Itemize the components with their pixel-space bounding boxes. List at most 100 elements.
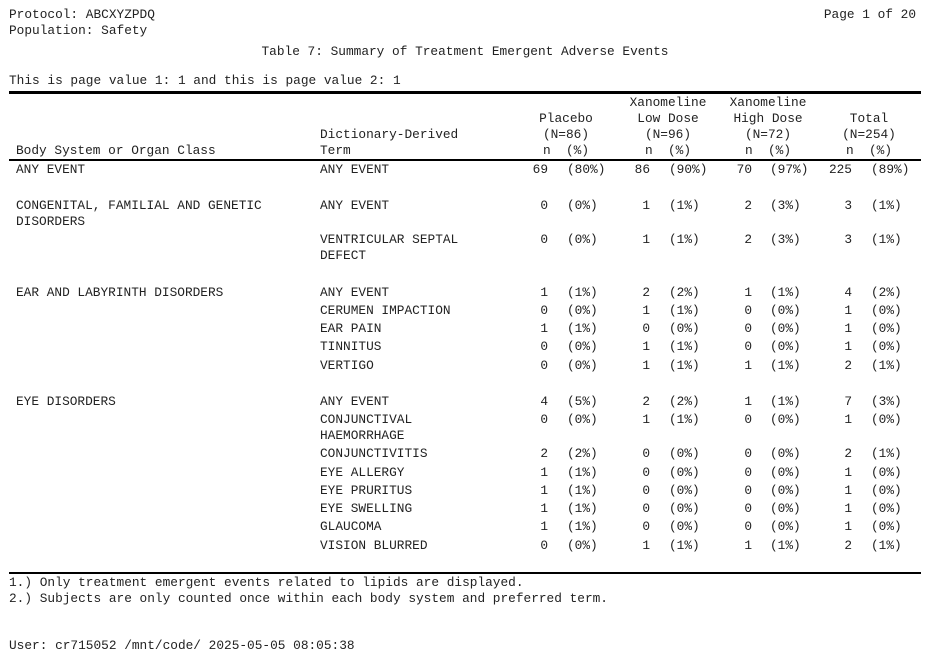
row-term-label: ANY EVENT: [320, 162, 390, 177]
row-cell-hp: (0%): [770, 339, 801, 354]
row-cell-tn: 3: [844, 232, 852, 247]
row-cell-lp: (1%): [669, 198, 700, 213]
row-term-label: TINNITUS: [320, 339, 382, 354]
row-cell-pp: (1%): [567, 285, 598, 300]
row-cell-lp: (2%): [669, 394, 700, 409]
term-header-line2: Term: [320, 143, 351, 158]
row-cell-ln: 0: [642, 446, 650, 461]
row-cell-pp: (1%): [567, 519, 598, 534]
row-term-label: EYE PRURITUS: [320, 483, 413, 498]
low-dose-header-dose: Low Dose: [637, 111, 699, 126]
row-cell-pp: (0%): [567, 232, 598, 247]
row-cell-hn: 0: [744, 501, 752, 516]
row-term-label: VENTRICULAR SEPTAL: [320, 232, 459, 247]
row-cell-hp: (0%): [770, 412, 801, 427]
total-header-n: (N=254): [842, 127, 896, 142]
footnote-2: 2.) Subjects are only counted once withi…: [9, 591, 608, 606]
row-cell-pn: 0: [540, 232, 548, 247]
row-cell-hn: 0: [744, 465, 752, 480]
row-term-label: ANY EVENT: [320, 285, 390, 300]
row-cell-lp: (0%): [669, 465, 700, 480]
row-cell-tp: (89%): [871, 162, 910, 177]
row-cell-ln: 1: [642, 538, 650, 553]
row-cell-hn: 1: [744, 285, 752, 300]
row-cell-tn: 1: [844, 412, 852, 427]
row-cell-tp: (2%): [871, 285, 902, 300]
row-term-label: EYE SWELLING: [320, 501, 413, 516]
row-cell-lp: (0%): [669, 483, 700, 498]
row-cell-pn: 0: [540, 198, 548, 213]
row-cell-lp: (90%): [669, 162, 708, 177]
high-dose-header-stat: n (%): [744, 143, 792, 158]
row-cell-ln: 1: [642, 412, 650, 427]
row-cell-hp: (1%): [770, 538, 801, 553]
row-cell-pn: 1: [540, 285, 548, 300]
row-cell-hn: 2: [744, 198, 752, 213]
total-header-name: Total: [849, 111, 889, 126]
high-dose-header-n: (N=72): [744, 127, 792, 142]
row-cell-hp: (0%): [770, 321, 801, 336]
row-cell-tp: (0%): [871, 412, 902, 427]
high-dose-header-name: Xanomeline: [729, 95, 807, 110]
row-cell-hp: (3%): [770, 232, 801, 247]
row-cell-ln: 0: [642, 519, 650, 534]
row-cell-pn: 1: [540, 483, 548, 498]
high-dose-header-dose: High Dose: [733, 111, 803, 126]
protocol-label: Protocol: ABCXYZPDQ: [9, 7, 155, 22]
row-cell-hp: (3%): [770, 198, 801, 213]
row-cell-hn: 0: [744, 412, 752, 427]
row-cell-ln: 1: [642, 358, 650, 373]
low-dose-header-n: (N=96): [644, 127, 692, 142]
row-cell-hn: 0: [744, 303, 752, 318]
row-cell-hn: 0: [744, 321, 752, 336]
row-cell-tp: (3%): [871, 394, 902, 409]
row-term-label-cont: HAEMORRHAGE: [320, 428, 405, 443]
row-cell-tp: (1%): [871, 198, 902, 213]
row-cell-hp: (0%): [770, 501, 801, 516]
row-term-label: EYE ALLERGY: [320, 465, 405, 480]
row-cell-lp: (1%): [669, 339, 700, 354]
row-term-label: EAR PAIN: [320, 321, 382, 336]
row-cell-ln: 1: [642, 303, 650, 318]
row-cell-tp: (0%): [871, 465, 902, 480]
row-cell-lp: (0%): [669, 501, 700, 516]
soc-header: Body System or Organ Class: [16, 143, 216, 158]
row-cell-hp: (1%): [770, 358, 801, 373]
row-cell-tn: 7: [844, 394, 852, 409]
row-cell-pp: (80%): [567, 162, 606, 177]
row-cell-hp: (1%): [770, 394, 801, 409]
row-term-label: CONJUNCTIVAL: [320, 412, 413, 427]
row-soc-label: ANY EVENT: [16, 162, 86, 177]
row-cell-pn: 1: [540, 321, 548, 336]
row-cell-pp: (1%): [567, 483, 598, 498]
row-term-label: ANY EVENT: [320, 394, 390, 409]
row-cell-hp: (0%): [770, 519, 801, 534]
low-dose-header-stat: n (%): [644, 143, 692, 158]
row-cell-ln: 0: [642, 501, 650, 516]
placebo-header-stat: n (%): [542, 143, 590, 158]
row-term-label: GLAUCOMA: [320, 519, 382, 534]
row-cell-hn: 1: [744, 394, 752, 409]
row-cell-tp: (1%): [871, 538, 902, 553]
top-rule: [9, 91, 921, 94]
user-info-line: User: cr715052 /mnt/code/ 2025-05-05 08:…: [9, 638, 355, 653]
row-cell-lp: (0%): [669, 446, 700, 461]
row-cell-hn: 0: [744, 446, 752, 461]
row-cell-tn: 2: [844, 538, 852, 553]
row-cell-lp: (1%): [669, 303, 700, 318]
row-cell-lp: (1%): [669, 538, 700, 553]
row-cell-lp: (0%): [669, 519, 700, 534]
row-cell-tn: 1: [844, 339, 852, 354]
row-cell-ln: 2: [642, 285, 650, 300]
row-cell-tn: 1: [844, 483, 852, 498]
row-cell-tp: (0%): [871, 483, 902, 498]
term-header-line1: Dictionary-Derived: [320, 127, 459, 142]
row-cell-ln: 0: [642, 321, 650, 336]
row-term-label: VISION BLURRED: [320, 538, 428, 553]
row-cell-tn: 1: [844, 321, 852, 336]
footnote-1: 1.) Only treatment emergent events relat…: [9, 575, 524, 590]
row-cell-lp: (1%): [669, 412, 700, 427]
row-cell-hn: 2: [744, 232, 752, 247]
row-term-label-cont: DEFECT: [320, 248, 367, 263]
row-cell-hp: (0%): [770, 303, 801, 318]
